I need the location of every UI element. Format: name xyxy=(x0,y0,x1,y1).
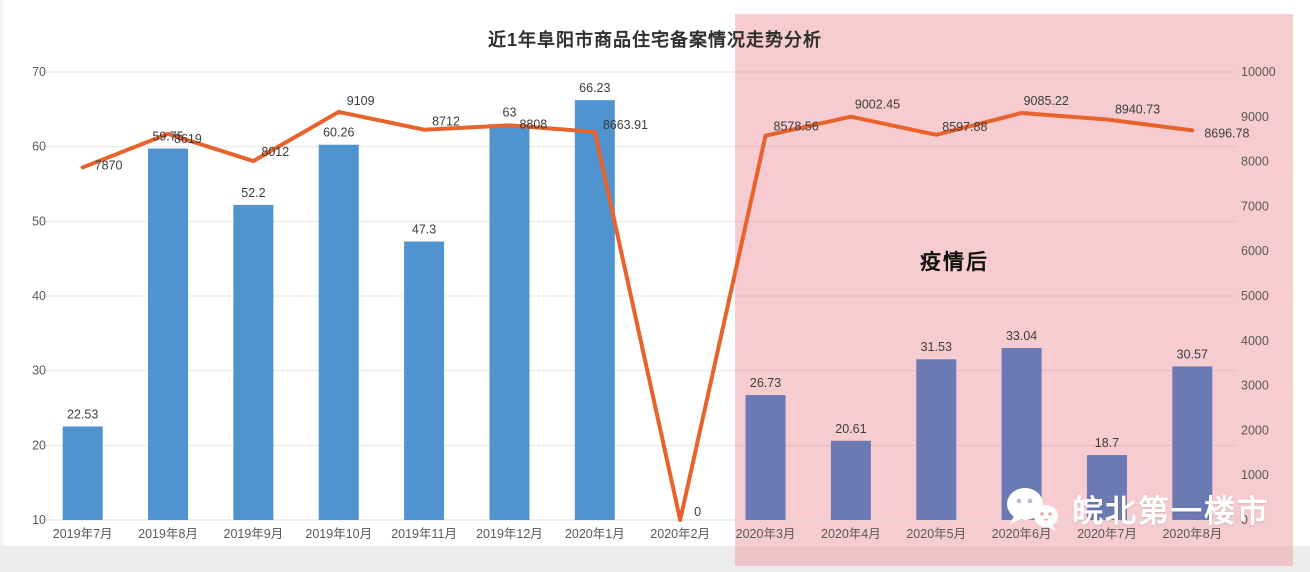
bar-value-label: 33.04 xyxy=(1006,329,1037,343)
bar xyxy=(404,241,445,520)
right-axis-tick-label: 0 xyxy=(1241,513,1248,527)
line-value-label: 8578.56 xyxy=(774,120,819,134)
left-axis-tick-label: 70 xyxy=(32,65,46,79)
bar-value-label: 52.2 xyxy=(241,186,265,200)
bar-value-label: 47.3 xyxy=(412,222,436,236)
x-axis-category-label: 2019年12月 xyxy=(476,527,543,541)
x-axis-category-label: 2020年8月 xyxy=(1162,527,1222,541)
right-axis-tick-label: 7000 xyxy=(1241,199,1269,213)
bar xyxy=(1172,366,1213,520)
line-value-label: 0 xyxy=(694,505,701,519)
x-axis-category-label: 2020年3月 xyxy=(736,527,796,541)
line-value-label: 9109 xyxy=(347,94,375,108)
bar-value-label: 26.73 xyxy=(750,376,781,390)
x-axis-category-label: 2019年7月 xyxy=(53,527,113,541)
left-axis-tick-label: 60 xyxy=(32,140,46,154)
page-left-margin xyxy=(0,0,3,572)
bar xyxy=(745,395,786,520)
bar xyxy=(1086,455,1127,520)
x-axis-category-label: 2020年4月 xyxy=(821,527,881,541)
left-axis-tick-label: 40 xyxy=(32,289,46,303)
bar-value-label: 30.57 xyxy=(1177,347,1208,361)
bar xyxy=(318,144,359,520)
right-axis-tick-label: 3000 xyxy=(1241,379,1269,393)
x-axis-category-label: 2019年8月 xyxy=(138,527,198,541)
bar-value-label: 18.7 xyxy=(1095,436,1119,450)
bar xyxy=(62,426,103,520)
line-value-label: 8597.88 xyxy=(942,120,987,134)
right-axis-tick-label: 5000 xyxy=(1241,289,1269,303)
line-value-label: 8940.73 xyxy=(1115,102,1160,116)
right-axis-tick-label: 8000 xyxy=(1241,155,1269,169)
right-axis-tick-label: 9000 xyxy=(1241,110,1269,124)
bar xyxy=(233,204,274,520)
left-axis-tick-label: 50 xyxy=(32,214,46,228)
bar-value-label: 60.26 xyxy=(323,126,354,140)
post-epidemic-annotation: 疫情后 xyxy=(920,251,989,274)
line-value-label: 9085.22 xyxy=(1024,94,1069,108)
x-axis-category-label: 2019年11月 xyxy=(391,527,457,541)
watermark: 皖北第一楼市 xyxy=(1000,482,1270,534)
bar-value-label: 59.75 xyxy=(152,130,183,144)
x-axis-category-label: 2019年10月 xyxy=(305,527,372,541)
line-value-label: 8696.78 xyxy=(1204,126,1249,140)
bar-value-label: 20.61 xyxy=(835,422,866,436)
x-axis-category-label: 2020年5月 xyxy=(906,527,966,541)
line-value-label: 9002.45 xyxy=(855,98,900,112)
bar xyxy=(916,359,957,520)
x-axis-category-label: 2019年9月 xyxy=(224,527,284,541)
chart-title: 近1年阜阳市商品住宅备案情况走势分析 xyxy=(487,30,822,50)
line-value-label: 8012 xyxy=(261,145,289,159)
bar xyxy=(489,124,530,521)
right-axis-tick-label: 1000 xyxy=(1241,468,1269,482)
line-value-label: 8712 xyxy=(432,115,460,129)
left-axis-tick-label: 20 xyxy=(32,438,46,452)
line-value-label: 8808 xyxy=(519,117,547,131)
left-axis-tick-label: 30 xyxy=(32,364,46,378)
line-value-label: 8619 xyxy=(174,132,202,146)
line-value-label: 8663.91 xyxy=(603,118,648,132)
bar xyxy=(830,440,871,520)
wechat-chat-bubbles-icon xyxy=(1007,488,1058,531)
right-axis-tick-label: 6000 xyxy=(1241,244,1269,258)
right-axis-tick-label: 4000 xyxy=(1241,334,1269,348)
watermark-text: 皖北第一楼市 xyxy=(1072,493,1270,529)
x-axis-category-label: 2020年6月 xyxy=(992,527,1052,541)
left-axis-tick-label: 10 xyxy=(32,513,46,527)
bar-value-label: 66.23 xyxy=(579,81,610,95)
bar-value-label: 63 xyxy=(503,105,517,119)
bar-value-label: 31.53 xyxy=(921,340,952,354)
bar xyxy=(148,148,189,521)
bar xyxy=(574,100,615,521)
line-value-label: 7870 xyxy=(95,158,123,172)
trend-line xyxy=(80,109,1195,522)
bar-value-label: 22.53 xyxy=(67,407,98,421)
x-axis-category-label: 2020年7月 xyxy=(1077,527,1137,541)
x-axis-category-label: 2020年1月 xyxy=(565,527,625,541)
x-axis-category-label: 2020年2月 xyxy=(650,527,710,541)
right-axis-tick-label: 10000 xyxy=(1241,65,1276,79)
right-axis-tick-label: 2000 xyxy=(1241,423,1269,437)
